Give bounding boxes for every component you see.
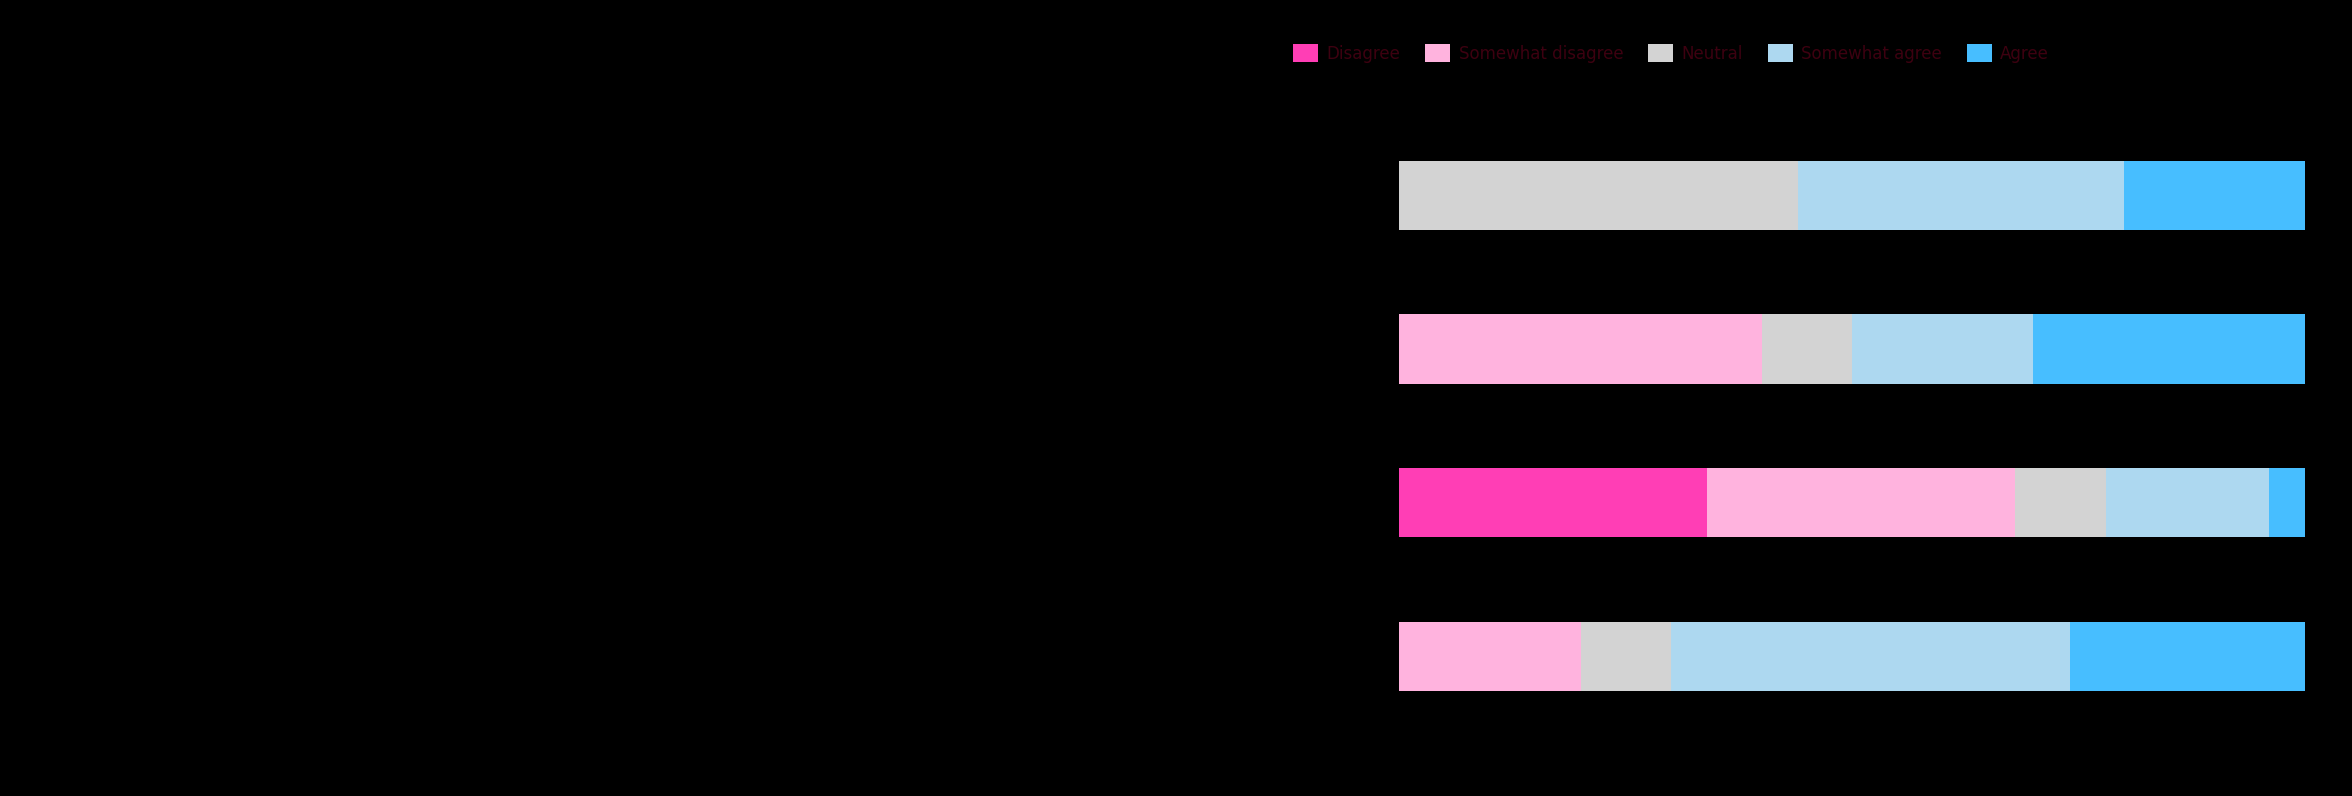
Bar (1581, 622, 1670, 691)
Bar (2032, 314, 2352, 384)
Bar (1399, 314, 1762, 384)
Bar (1399, 622, 1581, 691)
Bar (1399, 468, 1708, 537)
Legend: Disagree, Somewhat disagree, Neutral, Somewhat agree, Agree: Disagree, Somewhat disagree, Neutral, So… (1287, 37, 2056, 69)
Bar (1708, 468, 2016, 537)
Bar (1797, 161, 2124, 230)
Bar (1851, 314, 2032, 384)
Bar (2124, 161, 2352, 230)
Bar (2270, 468, 2352, 537)
Bar (2105, 468, 2270, 537)
Bar (1399, 161, 1797, 230)
Bar (1670, 622, 2070, 691)
Bar (2070, 622, 2352, 691)
Bar (2016, 468, 2105, 537)
Bar (1762, 314, 1851, 384)
